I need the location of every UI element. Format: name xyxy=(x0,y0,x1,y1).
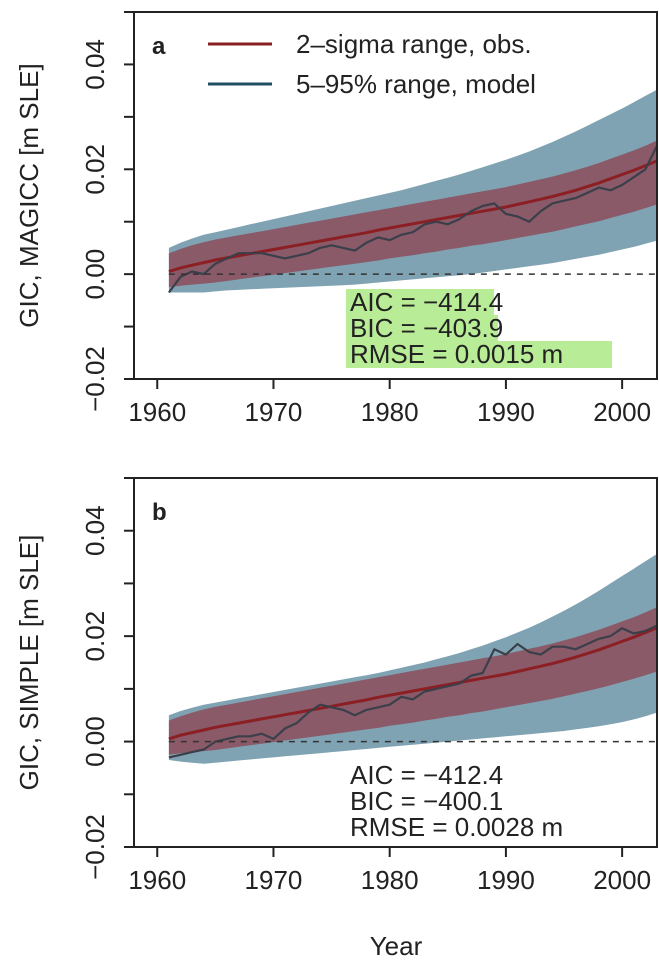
panel-b-yticks: −0.02 0.00 0.02 0.04 xyxy=(80,477,134,880)
legend-obs-label: 2–sigma range, obs. xyxy=(296,29,532,59)
panel-a-bands xyxy=(168,89,657,293)
panel-a-stats: AIC = −414.4 BIC = −403.9 RMSE = 0.0015 … xyxy=(346,287,612,369)
panel-b: 1960 1970 1980 1990 2000 −0.02 0.00 0.02 0.04 G… xyxy=(14,477,658,895)
panel-a-xticks: 1960 1970 1980 1990 2000 xyxy=(128,379,651,427)
panel-a-stats-highlight-2 xyxy=(346,315,498,342)
panel-b-letter: b xyxy=(152,499,167,526)
panel-b-ytick-label: −0.02 xyxy=(80,814,110,880)
panel-a-yticks: −0.02 0.00 0.02 0.04 xyxy=(80,11,134,412)
panel-b-xtick-label: 1990 xyxy=(477,865,535,895)
panel-b-rmse: RMSE = 0.0028 m xyxy=(350,812,563,842)
panel-a-rmse: RMSE = 0.0015 m xyxy=(350,339,563,369)
panel-a-xtick-label: 1990 xyxy=(477,397,535,427)
panel-b-xtick-label: 2000 xyxy=(593,865,651,895)
panel-b-ytick-label: 0.04 xyxy=(80,505,110,556)
panel-b-stats: AIC = −412.4 BIC = −400.1 RMSE = 0.0028 … xyxy=(350,760,563,842)
panel-a-xtick-label: 1980 xyxy=(361,397,419,427)
panel-a-ytick-label: −0.02 xyxy=(80,346,110,412)
panel-b-xtick-label: 1970 xyxy=(245,865,303,895)
panel-b-xtick-label: 1960 xyxy=(128,865,186,895)
panel-a-letter: a xyxy=(152,33,166,60)
panel-b-frame xyxy=(133,477,658,848)
legend-model-label: 5–95% range, model xyxy=(296,69,536,99)
panel-b-bands xyxy=(168,553,657,764)
panel-a: 1960 1970 1980 1990 2000 −0.02 0.00 0.02 0.04 G… xyxy=(14,11,658,427)
panel-a-legend: 2–sigma range, obs. 5–95% range, model xyxy=(208,29,536,99)
panel-a-ytick-label: 0.04 xyxy=(80,39,110,90)
panel-a-xtick-label: 1960 xyxy=(128,397,186,427)
panel-b-model-run-line xyxy=(168,624,658,759)
panel-a-obs-band xyxy=(168,140,657,288)
panel-a-stats-highlight-1 xyxy=(346,289,494,316)
panel-b-lines xyxy=(168,624,658,759)
panel-a-ylabel: GIC, MAGICC [m SLE] xyxy=(14,63,44,327)
panel-b-xtick-label: 1980 xyxy=(361,865,419,895)
panel-a-xtick-label: 2000 xyxy=(593,397,651,427)
panel-b-ytick-label: 0.02 xyxy=(80,611,110,662)
panel-b-xticks: 1960 1970 1980 1990 2000 xyxy=(128,847,651,895)
panel-a-bic: BIC = −403.9 xyxy=(350,313,503,343)
panel-b-obs-center-line xyxy=(168,626,658,741)
x-axis-label: Year xyxy=(370,931,423,961)
panel-b-obs-band xyxy=(168,607,657,755)
panel-b-ylabel: GIC, SIMPLE [m SLE] xyxy=(14,535,44,791)
panel-a-ytick-label: 0.00 xyxy=(80,249,110,300)
panel-b-bic: BIC = −400.1 xyxy=(350,786,503,816)
panel-a-model-run-line xyxy=(168,145,658,294)
panel-a-stats-highlight-3 xyxy=(346,341,612,368)
panel-b-ytick-label: 0.00 xyxy=(80,716,110,767)
panel-a-ytick-label: 0.02 xyxy=(80,144,110,195)
panel-a-lines xyxy=(168,145,658,294)
panel-a-aic: AIC = −414.4 xyxy=(350,287,503,317)
panel-a-frame xyxy=(133,11,658,380)
panel-a-xtick-label: 1970 xyxy=(245,397,303,427)
panel-b-aic: AIC = −412.4 xyxy=(350,760,503,790)
